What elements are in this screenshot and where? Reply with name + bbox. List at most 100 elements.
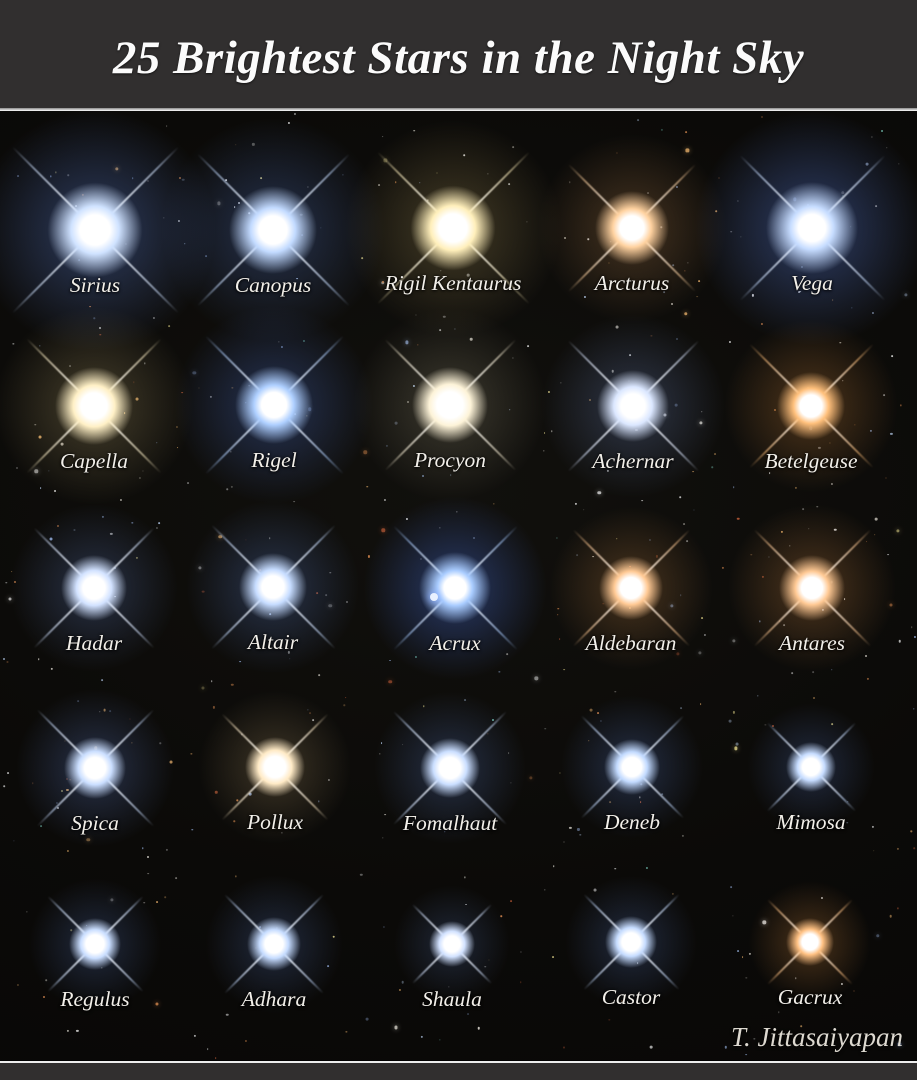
bg-star <box>509 899 512 902</box>
bg-star <box>230 485 233 488</box>
star-label: Betelgeuse <box>764 449 858 473</box>
bg-star <box>871 825 874 828</box>
bg-star <box>155 900 158 903</box>
bg-star <box>206 1048 209 1051</box>
bg-star <box>226 1013 229 1017</box>
star-label: Sirius <box>69 273 121 297</box>
bg-star <box>86 837 91 842</box>
bg-star <box>834 528 837 531</box>
bg-star <box>842 379 844 382</box>
bg-star <box>101 678 103 681</box>
bg-star <box>99 334 101 336</box>
bg-star <box>449 474 452 476</box>
bg-star <box>417 343 419 346</box>
bg-star <box>750 553 752 556</box>
bg-star <box>802 508 804 511</box>
bg-star <box>77 700 79 703</box>
bg-star <box>798 290 801 293</box>
bg-star <box>423 705 425 707</box>
bg-star <box>875 204 878 207</box>
bg-star <box>268 537 271 539</box>
bg-star <box>831 723 834 726</box>
bg-star <box>732 486 735 488</box>
star-label: Canopus <box>234 273 312 297</box>
bg-star <box>138 477 142 480</box>
bg-star <box>718 177 720 179</box>
bg-star <box>900 404 902 407</box>
bg-star <box>366 485 368 488</box>
bg-star <box>487 173 489 175</box>
bg-star <box>99 326 102 329</box>
star-core <box>235 366 313 444</box>
bg-star <box>885 477 887 479</box>
bg-star <box>764 724 767 726</box>
bg-star <box>312 719 314 722</box>
bg-star <box>401 980 404 984</box>
bg-star <box>783 624 785 626</box>
bg-star <box>500 915 503 918</box>
star-core <box>605 916 657 968</box>
bg-star <box>799 290 801 293</box>
star-label: Rigil Kentaurus <box>384 271 522 295</box>
bg-star <box>6 771 9 774</box>
bg-star <box>853 990 855 992</box>
bg-star <box>498 671 500 673</box>
bg-star <box>382 836 384 839</box>
bg-star <box>760 115 763 118</box>
star-core <box>786 918 834 966</box>
star-label: Vega <box>791 271 833 295</box>
bg-star <box>166 848 169 852</box>
star-core <box>779 555 845 621</box>
bg-star <box>278 340 280 343</box>
bg-star <box>381 528 386 533</box>
bg-star <box>896 847 899 850</box>
bg-star <box>187 481 189 484</box>
bg-star <box>865 540 868 543</box>
bg-star <box>415 314 417 316</box>
bg-star <box>443 831 446 833</box>
poster-title: 25 Brightest Stars in the Night Sky <box>112 32 805 84</box>
poster-footer <box>0 1063 917 1080</box>
bg-star <box>73 529 76 531</box>
bg-star <box>543 431 546 434</box>
bg-star <box>661 647 663 649</box>
bg-star <box>679 496 682 498</box>
bg-star <box>614 690 617 693</box>
star-core <box>419 552 491 624</box>
bg-star <box>745 1053 748 1056</box>
bg-star <box>636 119 639 122</box>
bg-star <box>190 753 192 755</box>
bg-star <box>762 920 767 925</box>
bg-star <box>32 782 34 784</box>
bg-star <box>686 539 689 542</box>
bg-star <box>639 796 641 799</box>
bg-star <box>361 257 364 260</box>
bg-star <box>699 703 702 706</box>
bg-star <box>874 534 876 536</box>
bg-star <box>600 720 602 722</box>
bg-star <box>685 130 688 133</box>
bg-star <box>159 742 161 744</box>
bg-star <box>318 674 320 676</box>
bg-star <box>698 421 703 425</box>
bg-star <box>34 469 38 474</box>
bg-star <box>587 238 589 240</box>
bg-star <box>563 1046 565 1048</box>
bg-star <box>534 676 538 680</box>
bg-star <box>383 925 385 928</box>
bg-star <box>439 329 441 331</box>
bg-star <box>191 829 194 831</box>
bg-star <box>795 487 798 490</box>
bg-star <box>467 273 470 277</box>
bg-star <box>611 369 614 373</box>
bg-star <box>234 875 237 877</box>
bg-star <box>147 856 150 859</box>
bg-star <box>890 432 893 436</box>
bg-star <box>548 390 551 393</box>
bg-star <box>768 556 770 558</box>
bg-star <box>10 570 13 573</box>
bg-star <box>780 995 782 997</box>
bg-star <box>363 450 367 455</box>
bg-star <box>737 950 740 953</box>
bg-star <box>131 521 133 524</box>
